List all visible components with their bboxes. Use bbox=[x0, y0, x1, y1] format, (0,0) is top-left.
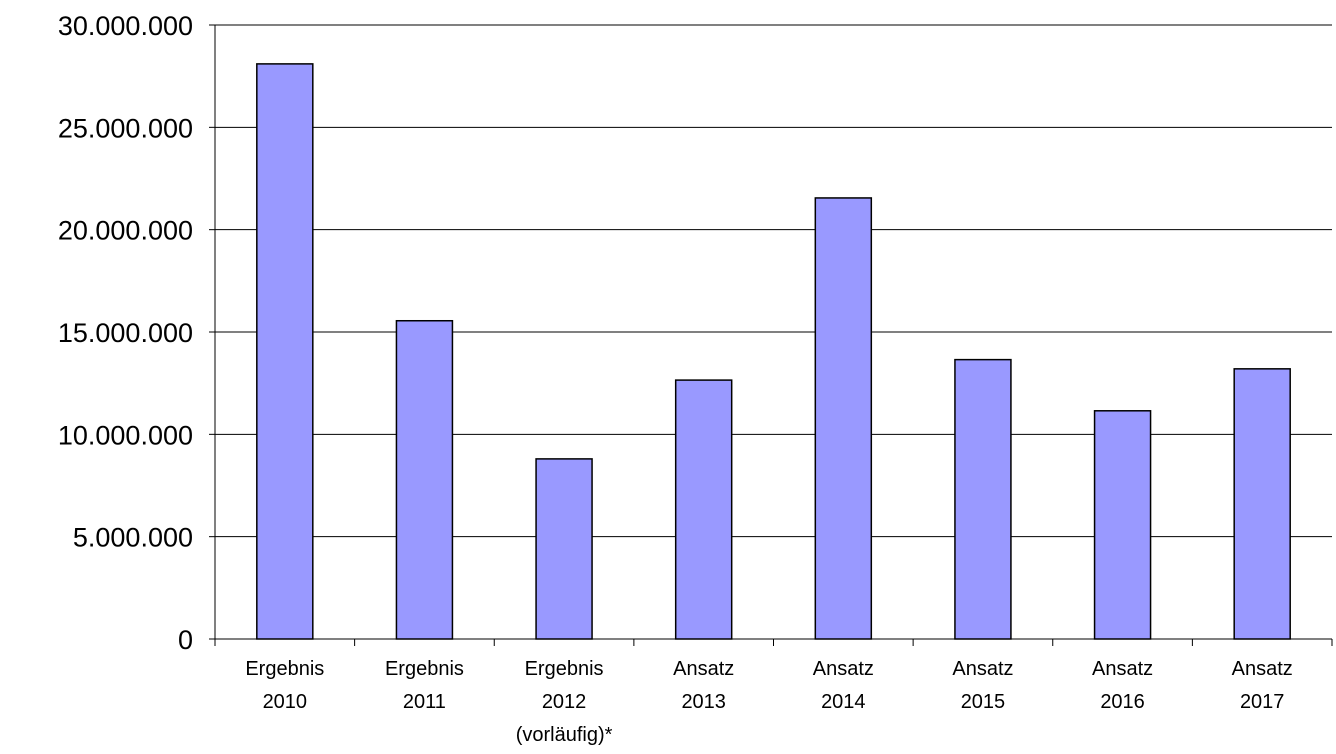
x-tick-label-line: 2014 bbox=[821, 691, 866, 713]
x-tick-label-line: 2010 bbox=[263, 691, 308, 713]
x-tick-label-line: Ansatz bbox=[1092, 658, 1153, 680]
y-axis-tick-labels: 0 5.000.000 10.000.000 15.000.000 20.000.000… bbox=[58, 11, 193, 655]
bar bbox=[535, 458, 593, 640]
x-tick-label-line: Ansatz bbox=[1232, 658, 1293, 680]
y-tick-label: 10.000.000 bbox=[58, 420, 193, 450]
bar bbox=[256, 63, 314, 640]
bar bbox=[395, 319, 454, 640]
gridlines bbox=[215, 24, 1332, 538]
axes bbox=[209, 24, 1333, 646]
x-tick-label-line: Ansatz bbox=[673, 658, 734, 680]
x-tick-label-line: 2011 bbox=[403, 691, 446, 713]
x-tick-label: Ergebnis 2011 bbox=[385, 658, 464, 713]
x-tick-label-line: 2013 bbox=[681, 691, 726, 713]
x-tick-label-line: 2012 bbox=[542, 691, 587, 713]
bar bbox=[1093, 410, 1152, 640]
x-tick-label-line: 2017 bbox=[1240, 691, 1285, 713]
x-tick-label-line: Ergebnis bbox=[385, 658, 464, 680]
x-axis-tick-labels: Ergebnis 2010 Ergebnis 2011 Ergebnis 2012 (vor… bbox=[245, 658, 1292, 746]
bar bbox=[954, 358, 1012, 640]
bar bbox=[814, 197, 873, 640]
y-tick-label: 30.000.000 bbox=[58, 11, 193, 41]
bar bbox=[674, 379, 733, 640]
x-tick-label: Ansatz 2013 bbox=[673, 658, 734, 713]
x-tick-label-line: Ergebnis bbox=[245, 658, 324, 680]
x-tick-label: Ansatz 2015 bbox=[952, 658, 1013, 713]
x-tick-label-line: Ergebnis bbox=[525, 658, 604, 680]
y-tick-label: 25.000.000 bbox=[58, 113, 193, 143]
x-tick-label: Ansatz 2016 bbox=[1092, 658, 1153, 713]
x-tick-label-line: (vorläufig)* bbox=[516, 724, 613, 746]
x-tick-label-line: 2015 bbox=[961, 691, 1006, 713]
bars bbox=[256, 63, 1291, 640]
x-tick-label: Ansatz 2017 bbox=[1232, 658, 1293, 713]
x-tick-label: Ansatz 2014 bbox=[813, 658, 874, 713]
y-tick-label: 20.000.000 bbox=[58, 216, 193, 246]
x-tick-label-line: Ansatz bbox=[813, 658, 874, 680]
y-tick-label: 0 bbox=[178, 625, 193, 655]
x-tick-label: Ergebnis 2010 bbox=[245, 658, 324, 713]
x-tick-label-line: Ansatz bbox=[952, 658, 1013, 680]
y-tick-label: 15.000.000 bbox=[58, 318, 193, 348]
x-tick-label-line: 2016 bbox=[1100, 691, 1145, 713]
y-tick-label: 5.000.000 bbox=[73, 523, 193, 553]
bar bbox=[1233, 368, 1291, 640]
x-tick-label: Ergebnis 2012 (vorläufig)* bbox=[516, 658, 613, 746]
